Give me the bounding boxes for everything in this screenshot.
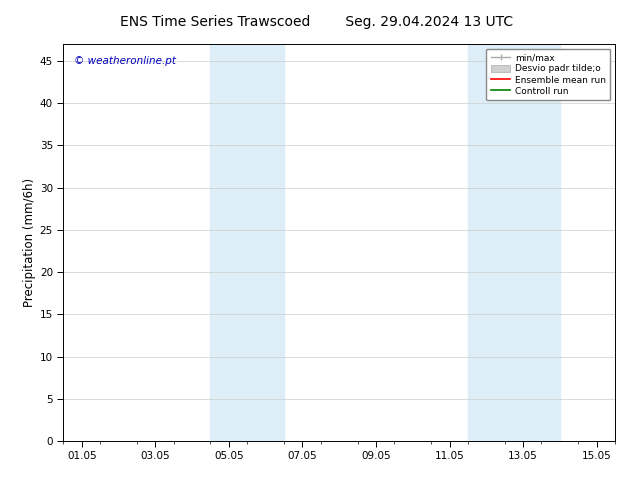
- Text: ENS Time Series Trawscoed        Seg. 29.04.2024 13 UTC: ENS Time Series Trawscoed Seg. 29.04.202…: [120, 15, 514, 29]
- Bar: [468, 44, 560, 441]
- Y-axis label: Precipitation (mm/6h): Precipitation (mm/6h): [23, 178, 36, 307]
- Bar: [210, 44, 284, 441]
- Legend: min/max, Desvio padr tilde;o, Ensemble mean run, Controll run: min/max, Desvio padr tilde;o, Ensemble m…: [486, 49, 611, 100]
- Text: © weatheronline.pt: © weatheronline.pt: [74, 56, 176, 66]
